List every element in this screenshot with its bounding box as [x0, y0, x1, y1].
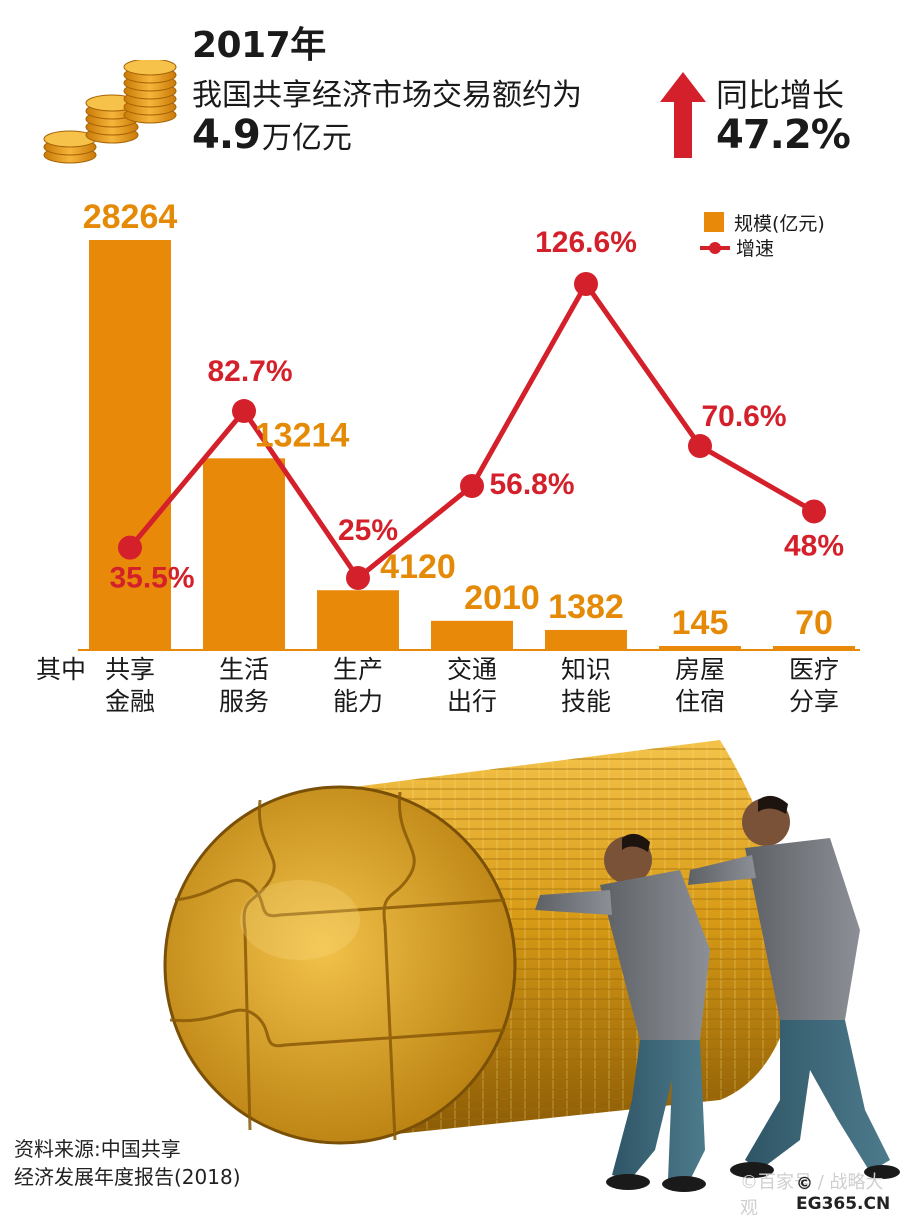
category-label-3-0: 交通: [447, 655, 497, 684]
legend-line-label: 增速: [736, 238, 774, 260]
growth-value-label-2: 25%: [338, 514, 398, 547]
category-label-2-0: 生产: [333, 655, 383, 684]
growth-value: 47.2%: [716, 112, 851, 158]
bar-value-label-3: 2010: [464, 579, 540, 617]
category-label-4-0: 知识: [561, 655, 611, 684]
bar-5: [659, 646, 741, 650]
report-year: 2017年: [192, 25, 326, 66]
category-label-3-1: 出行: [447, 687, 497, 716]
puzzle-coin-roll-illustration: [163, 740, 900, 1192]
category-label-2-1: 能力: [333, 687, 383, 716]
bar-value-label-2: 4120: [380, 548, 456, 586]
bar-value-label-0: 28264: [83, 198, 178, 236]
category-prefix-label: 其中: [36, 655, 86, 684]
total-amount: 4.9万亿元: [192, 112, 352, 158]
bar-3: [431, 620, 513, 650]
growth-value-label-1: 82.7%: [207, 355, 292, 388]
up-arrow-icon: [660, 72, 706, 158]
category-label-5-1: 住宿: [675, 687, 725, 716]
bar-value-label-1: 13214: [255, 416, 350, 454]
growth-marker-1: [232, 399, 256, 424]
headline-text: 我国共享经济市场交易额约为: [192, 78, 582, 113]
source-line-2: 经济发展年度报告(2018): [14, 1165, 241, 1189]
growth-marker-3: [460, 473, 484, 498]
bar-6: [773, 646, 855, 650]
growth-value-label-6: 48%: [784, 529, 844, 562]
chart-legend: 规模(亿元) 增速: [700, 212, 825, 260]
coin-2-6: [123, 60, 177, 76]
category-label-1-0: 生活: [219, 655, 269, 684]
source-line-1: 资料来源:中国共享: [14, 1137, 181, 1161]
bar-value-label-5: 145: [672, 604, 729, 642]
bar-4: [545, 629, 627, 650]
bar-2: [317, 590, 399, 650]
puzzle-seams: [169, 791, 506, 1141]
growth-marker-5: [688, 434, 712, 459]
growth-marker-6: [802, 499, 826, 524]
growth-value-label-0: 35.5%: [109, 562, 194, 595]
person-pushing-left: [535, 833, 710, 1192]
person-pushing-right: [688, 795, 900, 1179]
bar-1: [203, 458, 285, 650]
coin-stacks-icon: [43, 60, 177, 164]
category-label-6-0: 医疗: [789, 655, 839, 684]
credit: © EG365.CN: [796, 1174, 891, 1214]
legend-marker-swatch: [709, 242, 721, 254]
bar-value-label-6: 70: [795, 604, 833, 642]
category-label-0-1: 金融: [105, 687, 155, 716]
category-label-4-1: 技能: [561, 687, 611, 716]
bar-value-label-4: 1382: [548, 588, 624, 626]
total-amount-value: 4.9: [192, 112, 261, 158]
growth-marker-0: [118, 535, 142, 560]
growth-label: 同比增长: [716, 76, 845, 114]
legend-bar-swatch: [704, 212, 724, 232]
growth-value-label-5: 70.6%: [701, 400, 786, 433]
bar-0: [89, 240, 171, 650]
category-label-6-1: 分享: [789, 687, 839, 716]
growth-value-label-3: 56.8%: [489, 468, 574, 501]
growth-marker-4: [574, 272, 598, 296]
legend-bar-label: 规模(亿元): [734, 213, 825, 235]
puzzle-face: [163, 785, 517, 1145]
puzzle-highlight: [240, 880, 360, 960]
category-label-5-0: 房屋: [675, 655, 725, 684]
category-label-0-0: 共享: [105, 655, 155, 684]
growth-value-label-4: 126.6%: [535, 226, 637, 259]
growth-marker-2: [346, 566, 370, 590]
total-amount-unit: 万亿元: [261, 121, 352, 156]
category-label-1-1: 服务: [219, 687, 269, 716]
